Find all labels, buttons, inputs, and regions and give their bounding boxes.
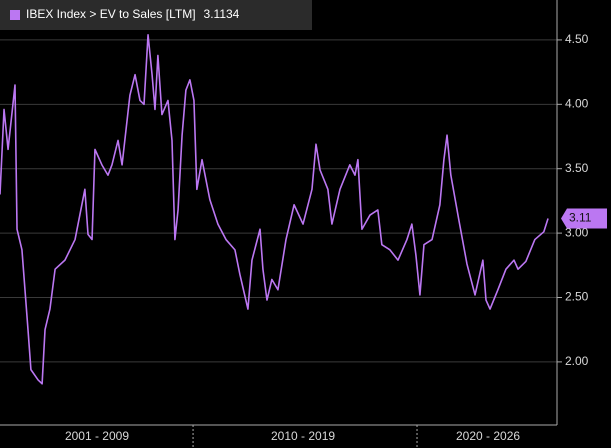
legend-box	[0, 0, 312, 30]
y-tick-label: 4.00	[565, 96, 589, 110]
legend-label: IBEX Index > EV to Sales [LTM]	[26, 7, 196, 21]
x-tick-label: 2001 - 2009	[65, 429, 129, 443]
y-tick-label: 2.00	[565, 354, 589, 368]
x-tick-label: 2010 - 2019	[271, 429, 335, 443]
y-tick-label: 4.50	[565, 32, 589, 46]
y-tick-label: 3.50	[565, 161, 589, 175]
last-value-box	[561, 208, 607, 229]
series-line	[0, 33, 549, 385]
y-tick-label: 3.00	[565, 225, 589, 239]
last-value-label: 3.11	[569, 211, 592, 225]
legend-swatch	[10, 10, 20, 20]
x-tick-label: 2020 - 2026	[456, 429, 520, 443]
legend-value: 3.1134	[204, 7, 240, 21]
y-tick-label: 2.50	[565, 290, 589, 304]
